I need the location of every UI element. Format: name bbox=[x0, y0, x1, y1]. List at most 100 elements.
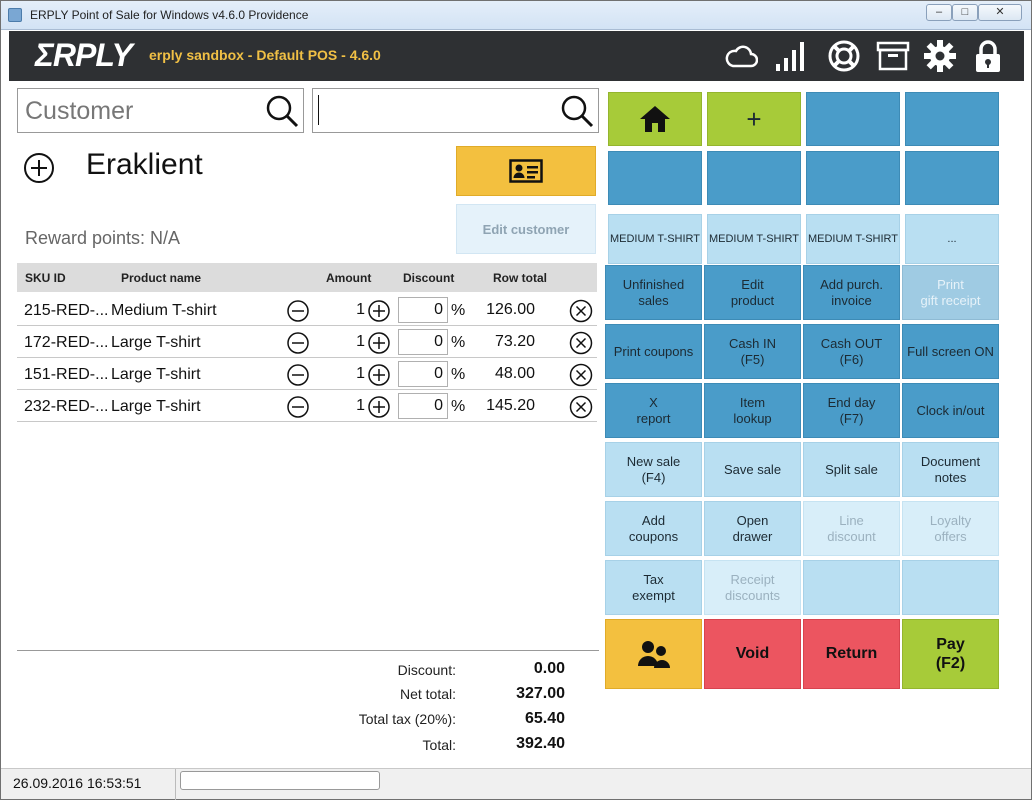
home-button[interactable] bbox=[608, 92, 702, 146]
quick-slot-button[interactable] bbox=[905, 151, 999, 205]
search-icon[interactable] bbox=[560, 94, 594, 128]
void-button[interactable]: Void bbox=[704, 619, 801, 689]
discount-label: Discount: bbox=[397, 662, 456, 678]
customer-name: Eraklient bbox=[86, 148, 203, 181]
decrease-amount-icon[interactable] bbox=[287, 396, 309, 418]
open-drawer-button[interactable]: Open drawer bbox=[704, 501, 801, 556]
clock-in-out-button[interactable]: Clock in/out bbox=[902, 383, 999, 438]
reward-points: Reward points: N/A bbox=[25, 228, 181, 248]
return-button[interactable]: Return bbox=[803, 619, 900, 689]
end-day-button[interactable]: End day (F7) bbox=[803, 383, 900, 438]
decrease-amount-icon[interactable] bbox=[287, 364, 309, 386]
row-total: 48.00 bbox=[494, 365, 535, 382]
row-sku: 232-RED-... bbox=[24, 398, 109, 415]
customers-button[interactable] bbox=[605, 619, 702, 689]
close-window-button[interactable]: ✕ bbox=[978, 4, 1022, 21]
table-row[interactable]: 151-RED-... Large T-shirt 1 0 % 48.00 bbox=[17, 358, 597, 390]
quick-slot-button[interactable] bbox=[806, 151, 900, 205]
product-search-field[interactable] bbox=[312, 88, 599, 133]
add-customer-icon[interactable] bbox=[23, 152, 55, 184]
pos-subtitle: erply sandbox - Default POS - 4.6.0 bbox=[149, 47, 381, 63]
row-product-name: Large T-shirt bbox=[111, 334, 201, 351]
maximize-button[interactable]: □ bbox=[952, 4, 978, 21]
increase-amount-icon[interactable] bbox=[368, 332, 390, 354]
text-cursor bbox=[318, 95, 319, 125]
receipt-discounts-button[interactable]: Receipt discounts bbox=[704, 560, 801, 615]
quick-slot-button[interactable] bbox=[608, 151, 702, 205]
status-divider bbox=[175, 769, 176, 800]
increase-amount-icon[interactable] bbox=[368, 300, 390, 322]
increase-amount-icon[interactable] bbox=[368, 396, 390, 418]
more-products-button[interactable]: ... bbox=[905, 214, 999, 264]
row-amount: 1 bbox=[356, 397, 365, 414]
quick-product-button[interactable]: MEDIUM T-SHIRT bbox=[707, 214, 801, 264]
quick-slot-button[interactable] bbox=[905, 92, 999, 146]
edit-customer-button[interactable]: Edit customer bbox=[456, 204, 596, 254]
app-header: ΣRPLY erply sandbox - Default POS - 4.6.… bbox=[9, 31, 1024, 81]
net-total-label: Net total: bbox=[399, 686, 456, 702]
search-icon[interactable] bbox=[265, 94, 299, 128]
save-sale-button[interactable]: Save sale bbox=[704, 442, 801, 497]
edit-product-button[interactable]: Edit product bbox=[704, 265, 801, 320]
empty-function-button[interactable] bbox=[902, 560, 999, 615]
customer-card-button[interactable] bbox=[456, 146, 596, 196]
add-purchase-invoice-button[interactable]: Add purch. invoice bbox=[803, 265, 900, 320]
full-screen-button[interactable]: Full screen ON bbox=[902, 324, 999, 379]
customer-search-field[interactable]: Customer bbox=[17, 88, 304, 133]
quick-slot-button[interactable] bbox=[806, 92, 900, 146]
print-gift-receipt-button[interactable]: Print gift receipt bbox=[902, 265, 999, 320]
decrease-amount-icon[interactable] bbox=[287, 332, 309, 354]
print-coupons-button[interactable]: Print coupons bbox=[605, 324, 702, 379]
remove-row-icon[interactable] bbox=[569, 363, 593, 387]
cloud-icon[interactable] bbox=[723, 38, 759, 74]
empty-function-button[interactable] bbox=[803, 560, 900, 615]
gear-icon[interactable] bbox=[922, 38, 958, 74]
row-discount-input[interactable]: 0 bbox=[398, 361, 448, 387]
status-datetime: 26.09.2016 16:53:51 bbox=[13, 775, 142, 791]
quick-product-button[interactable]: MEDIUM T-SHIRT bbox=[608, 214, 702, 264]
pay-button[interactable]: Pay (F2) bbox=[902, 619, 999, 689]
cash-in-button[interactable]: Cash IN (F5) bbox=[704, 324, 801, 379]
summary-divider bbox=[17, 650, 599, 651]
cart-table-header: SKU ID Product name Amount Discount Row … bbox=[17, 263, 597, 292]
x-report-button[interactable]: X report bbox=[605, 383, 702, 438]
item-lookup-button[interactable]: Item lookup bbox=[704, 383, 801, 438]
row-amount: 1 bbox=[356, 333, 365, 350]
new-sale-button[interactable]: New sale (F4) bbox=[605, 442, 702, 497]
add-coupons-button[interactable]: Add coupons bbox=[605, 501, 702, 556]
row-discount-input[interactable]: 0 bbox=[398, 297, 448, 323]
quick-slot-button[interactable] bbox=[707, 151, 801, 205]
title-bar: ERPLY Point of Sale for Windows v4.6.0 P… bbox=[1, 1, 1031, 30]
minimize-button[interactable]: – bbox=[926, 4, 952, 21]
decrease-amount-icon[interactable] bbox=[287, 300, 309, 322]
table-row[interactable]: 172-RED-... Large T-shirt 1 0 % 73.20 bbox=[17, 326, 597, 358]
split-sale-button[interactable]: Split sale bbox=[803, 442, 900, 497]
row-sku: 215-RED-... bbox=[24, 302, 109, 319]
tax-exempt-button[interactable]: Tax exempt bbox=[605, 560, 702, 615]
row-discount-input[interactable]: 0 bbox=[398, 329, 448, 355]
quick-product-button[interactable]: MEDIUM T-SHIRT bbox=[806, 214, 900, 264]
row-percent-sign: % bbox=[451, 334, 466, 351]
signal-icon[interactable] bbox=[773, 38, 809, 74]
archive-icon[interactable] bbox=[875, 38, 911, 74]
row-total: 73.20 bbox=[494, 333, 535, 350]
row-discount-input[interactable]: 0 bbox=[398, 393, 448, 419]
remove-row-icon[interactable] bbox=[569, 395, 593, 419]
remove-row-icon[interactable] bbox=[569, 299, 593, 323]
cash-out-button[interactable]: Cash OUT (F6) bbox=[803, 324, 900, 379]
header-amount: Amount bbox=[326, 271, 372, 285]
lifebuoy-icon[interactable] bbox=[826, 38, 862, 74]
table-row[interactable]: 215-RED-... Medium T-shirt 1 0 % 126.00 bbox=[17, 294, 597, 326]
add-quick-button[interactable]: + bbox=[707, 92, 801, 146]
header-discount: Discount bbox=[403, 271, 455, 285]
header-sku: SKU ID bbox=[25, 271, 66, 285]
table-row[interactable]: 232-RED-... Large T-shirt 1 0 % 145.20 bbox=[17, 390, 597, 422]
header-row-total: Row total bbox=[493, 271, 547, 285]
unfinished-sales-button[interactable]: Unfinished sales bbox=[605, 265, 702, 320]
document-notes-button[interactable]: Document notes bbox=[902, 442, 999, 497]
line-discount-button[interactable]: Line discount bbox=[803, 501, 900, 556]
loyalty-offers-button[interactable]: Loyalty offers bbox=[902, 501, 999, 556]
remove-row-icon[interactable] bbox=[569, 331, 593, 355]
lock-icon[interactable] bbox=[970, 38, 1006, 74]
increase-amount-icon[interactable] bbox=[368, 364, 390, 386]
